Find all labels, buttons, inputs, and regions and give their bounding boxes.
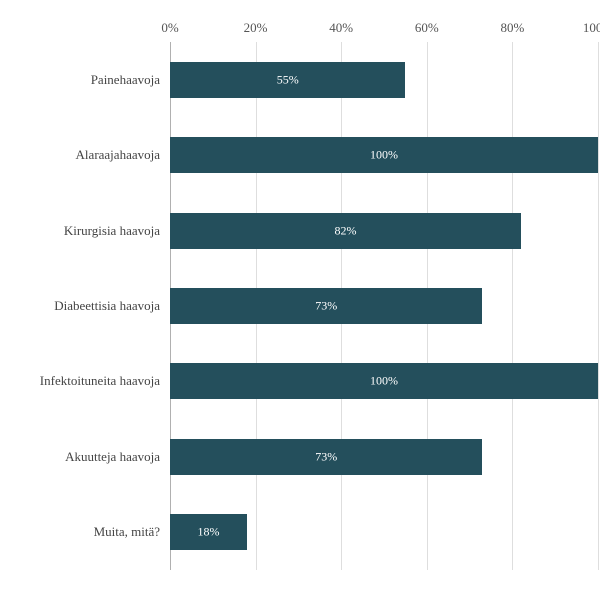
category-label: Kirurgisia haavoja xyxy=(64,223,160,239)
x-tick-label: 60% xyxy=(415,20,439,36)
category-label: Infektoituneita haavoja xyxy=(40,373,160,389)
x-tick-label: 80% xyxy=(500,20,524,36)
x-tick-label: 20% xyxy=(244,20,268,36)
bar-value-label: 100% xyxy=(370,374,398,389)
x-tick-label: 100% xyxy=(583,20,600,36)
bar-value-label: 18% xyxy=(198,525,220,540)
bar: 55% xyxy=(170,62,405,98)
gridline xyxy=(598,42,599,570)
bar: 73% xyxy=(170,288,482,324)
x-tick-label: 40% xyxy=(329,20,353,36)
category-label: Diabeettisia haavoja xyxy=(54,298,160,314)
x-tick-label: 0% xyxy=(161,20,178,36)
horizontal-bar-chart: 0% 20% 40% 60% 80% 100% Painehaavoja 55% Alaraaj… xyxy=(0,0,600,590)
bar: 100% xyxy=(170,363,598,399)
bar-value-label: 100% xyxy=(370,148,398,163)
bar: 100% xyxy=(170,137,598,173)
category-label: Muita, mitä? xyxy=(94,524,160,540)
bar-value-label: 73% xyxy=(315,299,337,314)
bar: 18% xyxy=(170,514,247,550)
bar-value-label: 55% xyxy=(277,72,299,87)
gridline xyxy=(512,42,513,570)
category-label: Alaraajahaavoja xyxy=(76,147,160,163)
category-label: Painehaavoja xyxy=(91,72,160,88)
bar-value-label: 82% xyxy=(334,223,356,238)
bar-value-label: 73% xyxy=(315,449,337,464)
bar: 73% xyxy=(170,439,482,475)
bar: 82% xyxy=(170,213,521,249)
plot-area: 0%20%40%60%80%100%Painehaavoja55%Alaraaj… xyxy=(170,42,598,570)
category-label: Akuutteja haavoja xyxy=(65,449,160,465)
